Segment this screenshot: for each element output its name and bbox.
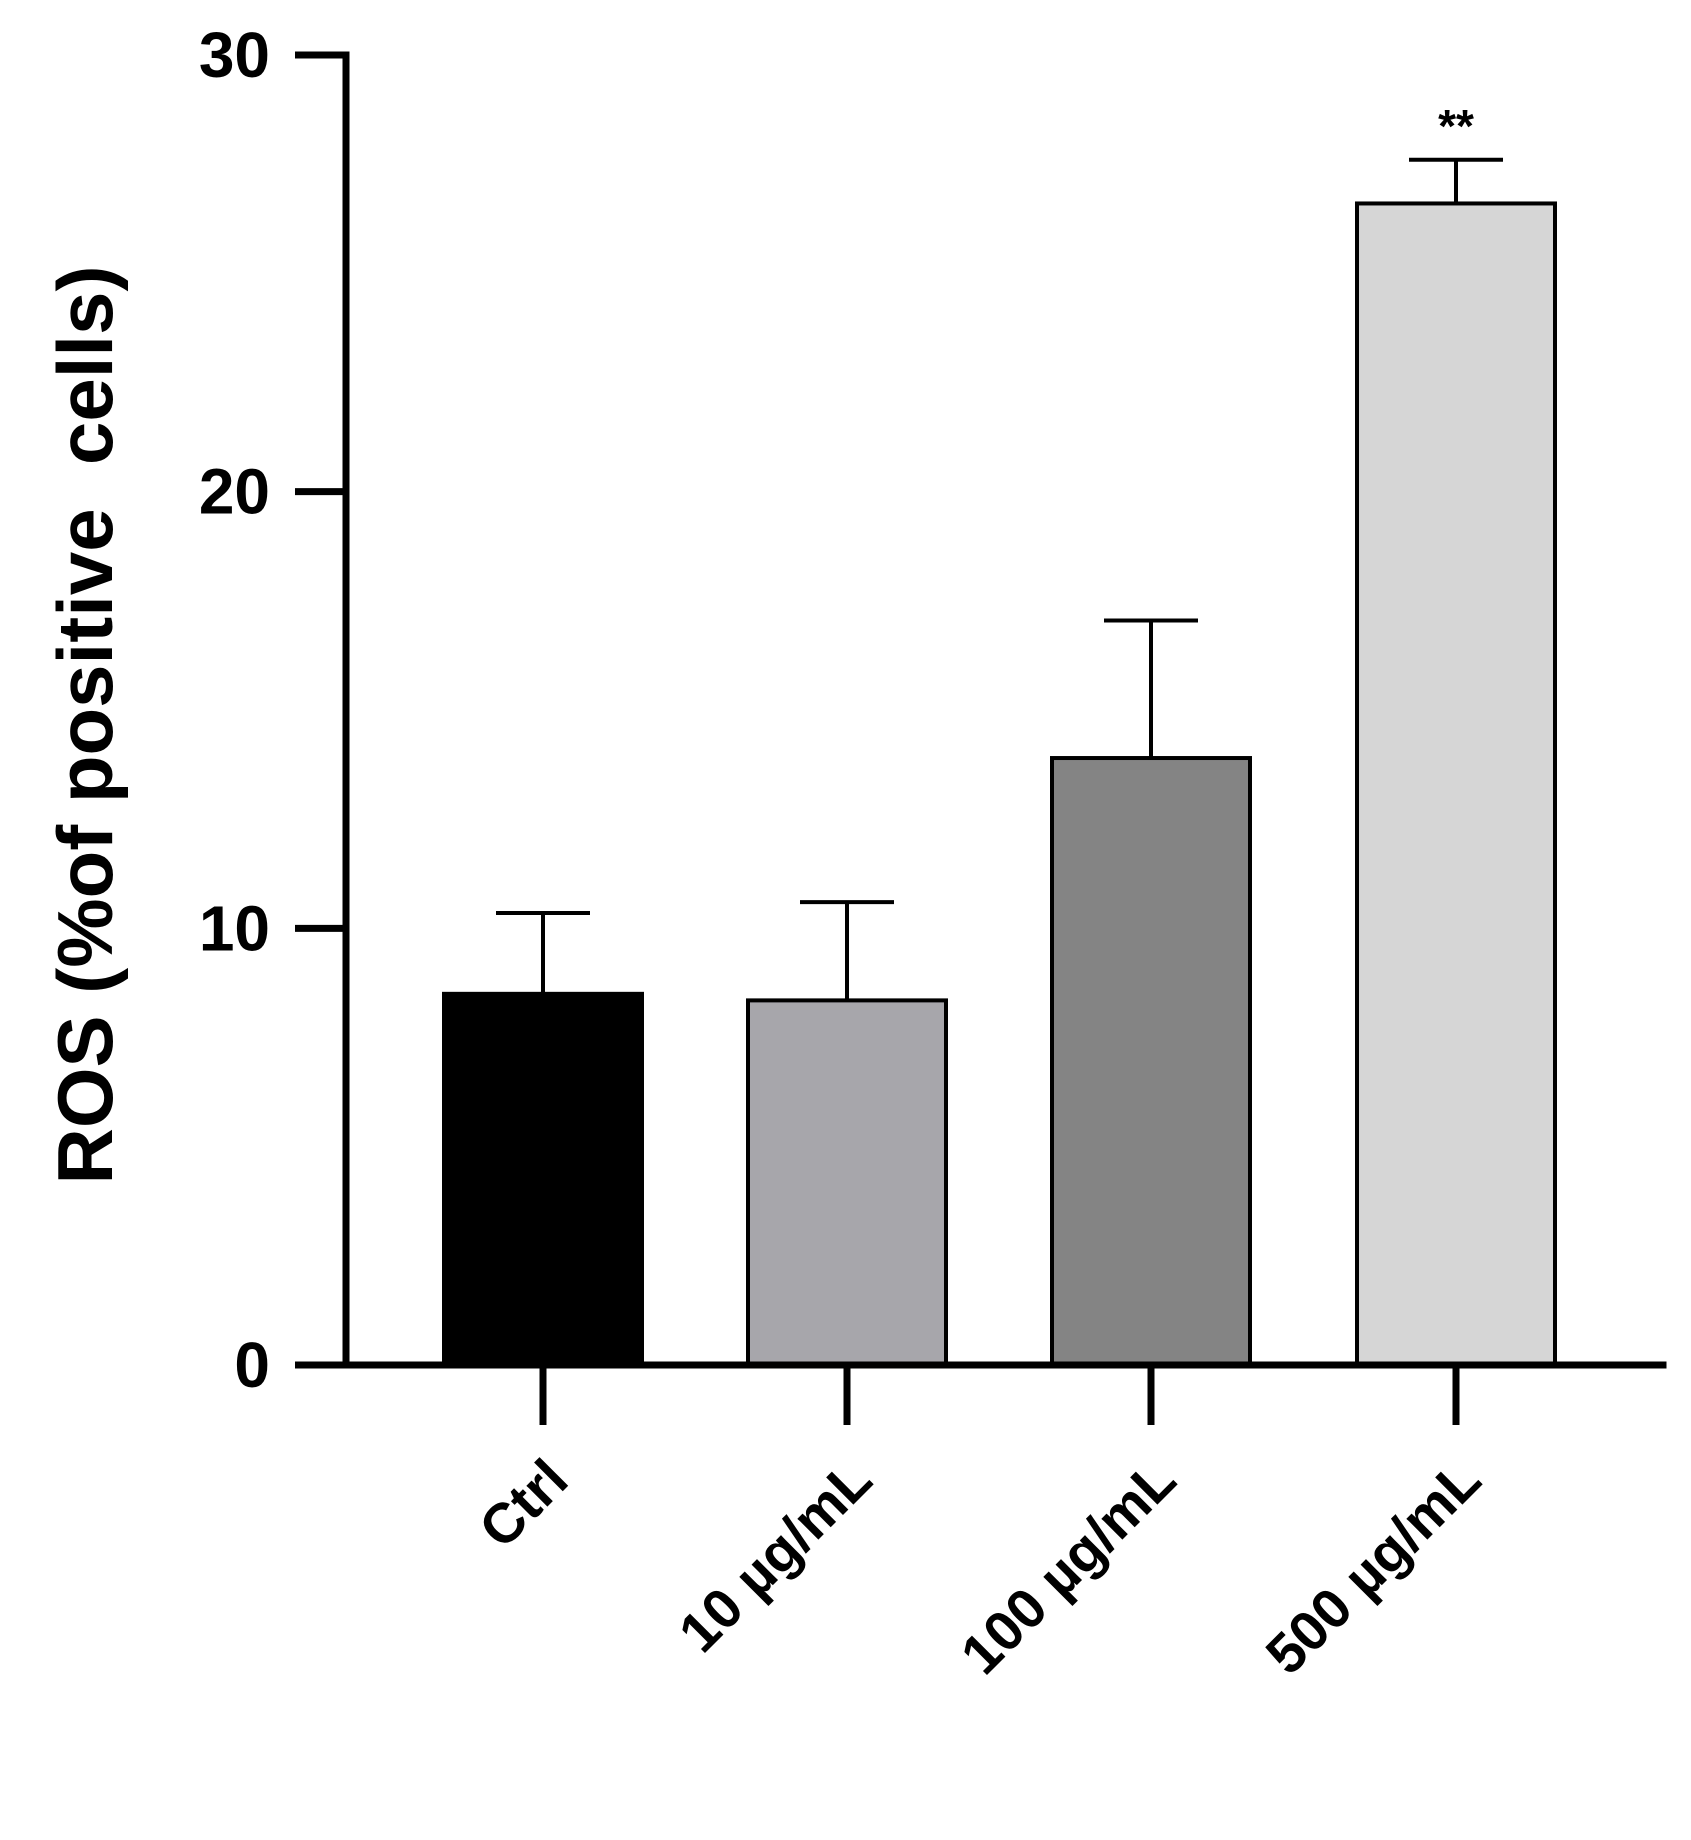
x-tick-label: 100 µg/mL [948, 1447, 1187, 1686]
axes-layer [342, 51, 1667, 1369]
annotations-layer: ** [1438, 100, 1474, 152]
bars-layer [442, 201, 1557, 1368]
error-bar [1409, 157, 1503, 204]
y-tick-label: 10 [199, 892, 270, 964]
error-bar [800, 900, 894, 1001]
y-tick-label: 30 [199, 19, 270, 91]
bar [746, 998, 948, 1368]
x-tick-label: 10 µg/mL [666, 1447, 883, 1664]
x-tick-label: Ctrl [467, 1447, 580, 1560]
x-tick-label: 500 µg/mL [1253, 1447, 1492, 1686]
error-bar [1104, 618, 1198, 759]
y-tick-label: 20 [199, 456, 270, 528]
x-ticks-layer: Ctrl 10 µg/mL 100 µg/mL 500 µg/mL [467, 1365, 1492, 1686]
y-ticks-layer: 0 10 20 30 [199, 19, 346, 1401]
bar [1050, 756, 1252, 1367]
y-tick-label: 0 [234, 1329, 270, 1401]
bar [442, 991, 644, 1367]
error-bar [496, 911, 590, 994]
y-axis-title: ROS (%of positive cells) [41, 266, 129, 1185]
significance-annotation: ** [1438, 100, 1474, 152]
bar [1355, 201, 1557, 1367]
error-bars-layer [496, 157, 1503, 1001]
